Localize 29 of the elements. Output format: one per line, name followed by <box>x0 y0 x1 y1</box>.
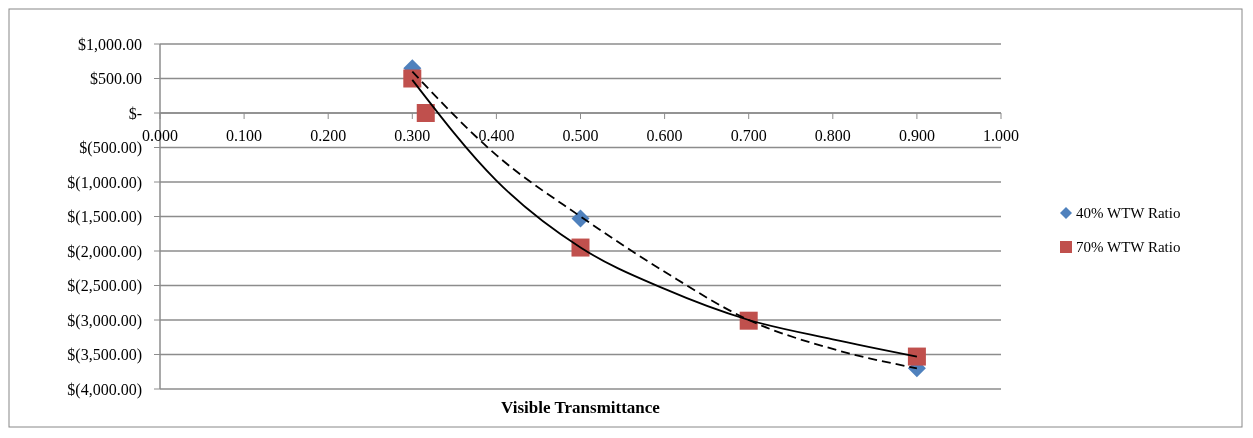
y-tick-label: $(500.00) <box>79 139 142 158</box>
x-axis-title: Visible Transmittance <box>501 398 661 417</box>
x-tick-label: 0.100 <box>226 127 263 144</box>
legend-label: 40% WTW Ratio <box>1076 205 1181 222</box>
point <box>907 347 926 366</box>
y-tick-label: $- <box>128 104 142 122</box>
y-tick-label: $500.00 <box>90 70 142 88</box>
x-tick-label: 0.900 <box>898 127 935 144</box>
y-tick-label: $(2,500.00) <box>67 277 142 296</box>
y-tick-label: $(1,500.00) <box>67 208 142 227</box>
x-tick-label: 0.200 <box>310 127 347 144</box>
legend-label: 70% WTW Ratio <box>1076 239 1181 256</box>
y-tick-label: $(2,000.00) <box>67 242 142 261</box>
y-tick-label: $1,000.00 <box>78 35 142 53</box>
y-tick-label: $(1,000.00) <box>67 173 142 192</box>
x-tick-label: 1.000 <box>983 127 1019 144</box>
point <box>571 209 590 228</box>
x-tick-label: 0.800 <box>814 127 851 144</box>
x-tick-label: 0.300 <box>394 127 431 144</box>
point <box>403 69 422 88</box>
x-tick-label: 0.000 <box>142 127 178 144</box>
x-tick-label: 0.700 <box>730 127 767 144</box>
x-tick-label: 0.600 <box>646 127 683 144</box>
x-tick-label: 0.400 <box>478 127 515 144</box>
y-tick-label: $(4,000.00) <box>67 380 142 399</box>
y-tick-label: $(3,000.00) <box>67 311 142 330</box>
point <box>416 104 435 122</box>
x-tick-label: 0.500 <box>562 127 599 144</box>
y-tick-label: $(3,500.00) <box>67 346 142 365</box>
